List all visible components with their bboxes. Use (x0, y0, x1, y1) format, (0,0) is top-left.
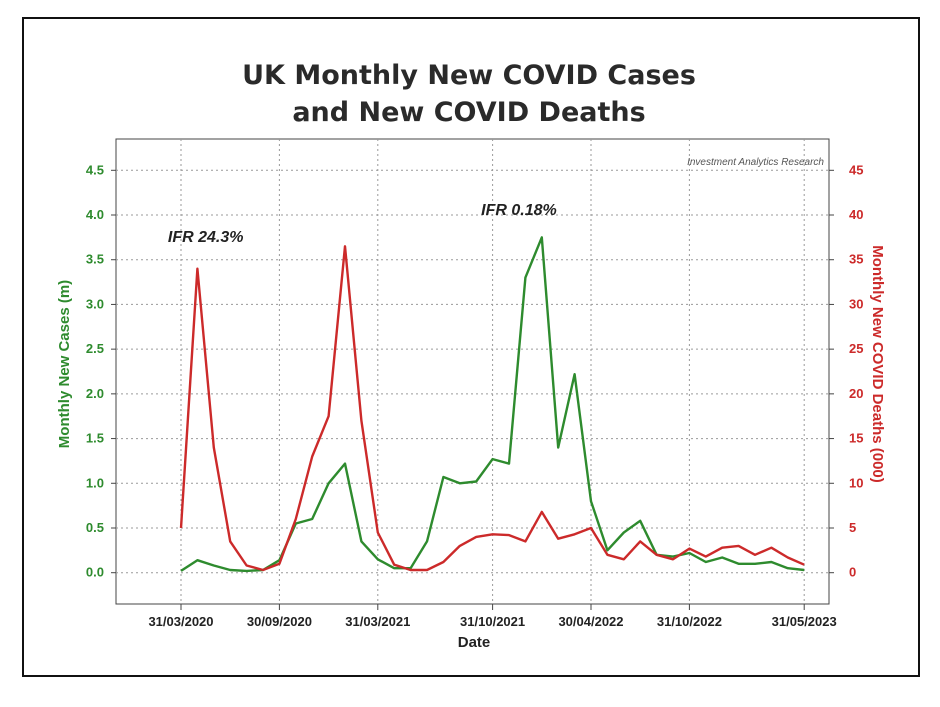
y-left-tick-label: 4.0 (86, 207, 104, 222)
y-right-tick-label: 35 (849, 252, 863, 267)
y-right-tick-label: 30 (849, 296, 863, 311)
y-axis-right-label: Monthly New COVID Deaths (000) (869, 245, 886, 483)
y-right-tick-label: 45 (849, 162, 863, 177)
ifr-annotation: IFR 24.3% (168, 229, 244, 246)
annotations: IFR 24.3% IFR 0.18% (168, 202, 557, 246)
plot-area (115, 138, 830, 605)
x-tick-label: 31/10/2022 (657, 614, 722, 629)
y-left-tick-label: 0.0 (86, 565, 104, 580)
y-right-tick-label: 20 (849, 386, 863, 401)
chart-frame: UK Monthly New COVID Cases and New COVID… (22, 17, 920, 677)
y-right-tick-label: 15 (849, 431, 863, 446)
y-right-tick-label: 5 (849, 520, 856, 535)
x-tick-label: 31/05/2023 (772, 614, 837, 629)
y-left-tick-label: 1.5 (86, 431, 104, 446)
chart-svg: UK Monthly New COVID Cases and New COVID… (56, 60, 886, 651)
x-tick-label: 31/03/2020 (148, 614, 213, 629)
y-axis-left-label: Monthly New Cases (m) (56, 280, 73, 448)
x-axis-label: Date (458, 634, 491, 651)
grid (116, 139, 829, 604)
chart-title-line-1: UK Monthly New COVID Cases (242, 60, 696, 91)
ifr-annotation: IFR 0.18% (481, 202, 557, 219)
chart-title-line-2: and New COVID Deaths (292, 97, 645, 128)
x-tick-label: 31/10/2021 (460, 614, 525, 629)
y-right-tick-label: 40 (849, 207, 863, 222)
deaths-series-line (179, 245, 805, 572)
series-lines (179, 236, 805, 573)
x-tick-label: 30/09/2020 (247, 614, 312, 629)
y-left-tick-label: 4.5 (86, 162, 104, 177)
y-left-tick-label: 3.5 (86, 252, 104, 267)
y-left-tick-label: 0.5 (86, 520, 104, 535)
x-tick-label: 30/04/2022 (558, 614, 623, 629)
y-left-tick-label: 3.0 (86, 296, 104, 311)
x-tick-label: 31/03/2021 (345, 614, 410, 629)
y-left-tick-label: 2.5 (86, 341, 104, 356)
x-axis-ticks: 31/03/2020 30/09/2020 31/03/2021 31/10/2021… (148, 604, 837, 629)
y-left-tick-label: 2.0 (86, 386, 104, 401)
y-left-tick-label: 1.0 (86, 475, 104, 490)
y-right-tick-label: 10 (849, 475, 863, 490)
y-right-tick-label: 0 (849, 565, 856, 580)
y-right-tick-label: 25 (849, 341, 863, 356)
right-axis-ticks: 0 5 10 15 20 25 30 35 40 45 (829, 162, 863, 580)
chart-credit: Investment Analytics Research (687, 157, 824, 168)
left-axis-ticks: 0.0 0.5 1.0 1.5 2.0 2.5 3.0 3.5 4.0 4.5 (86, 162, 116, 580)
